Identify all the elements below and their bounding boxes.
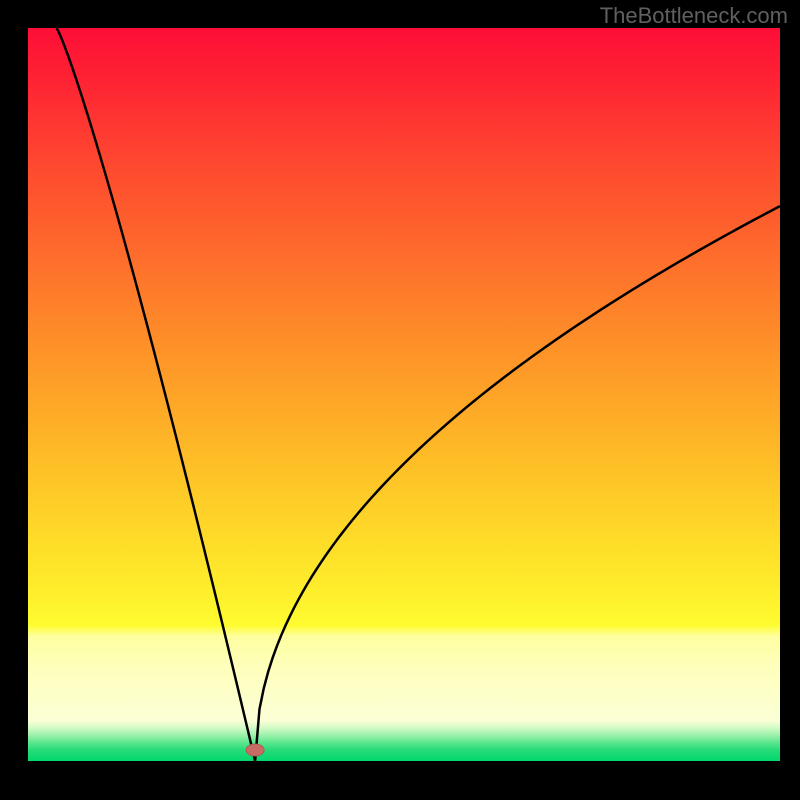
chart-container: TheBottleneck.com [0, 0, 800, 800]
plot-background [28, 28, 780, 761]
chart-svg [0, 0, 800, 800]
optimal-point-marker [246, 744, 264, 756]
watermark-text: TheBottleneck.com [600, 3, 788, 29]
